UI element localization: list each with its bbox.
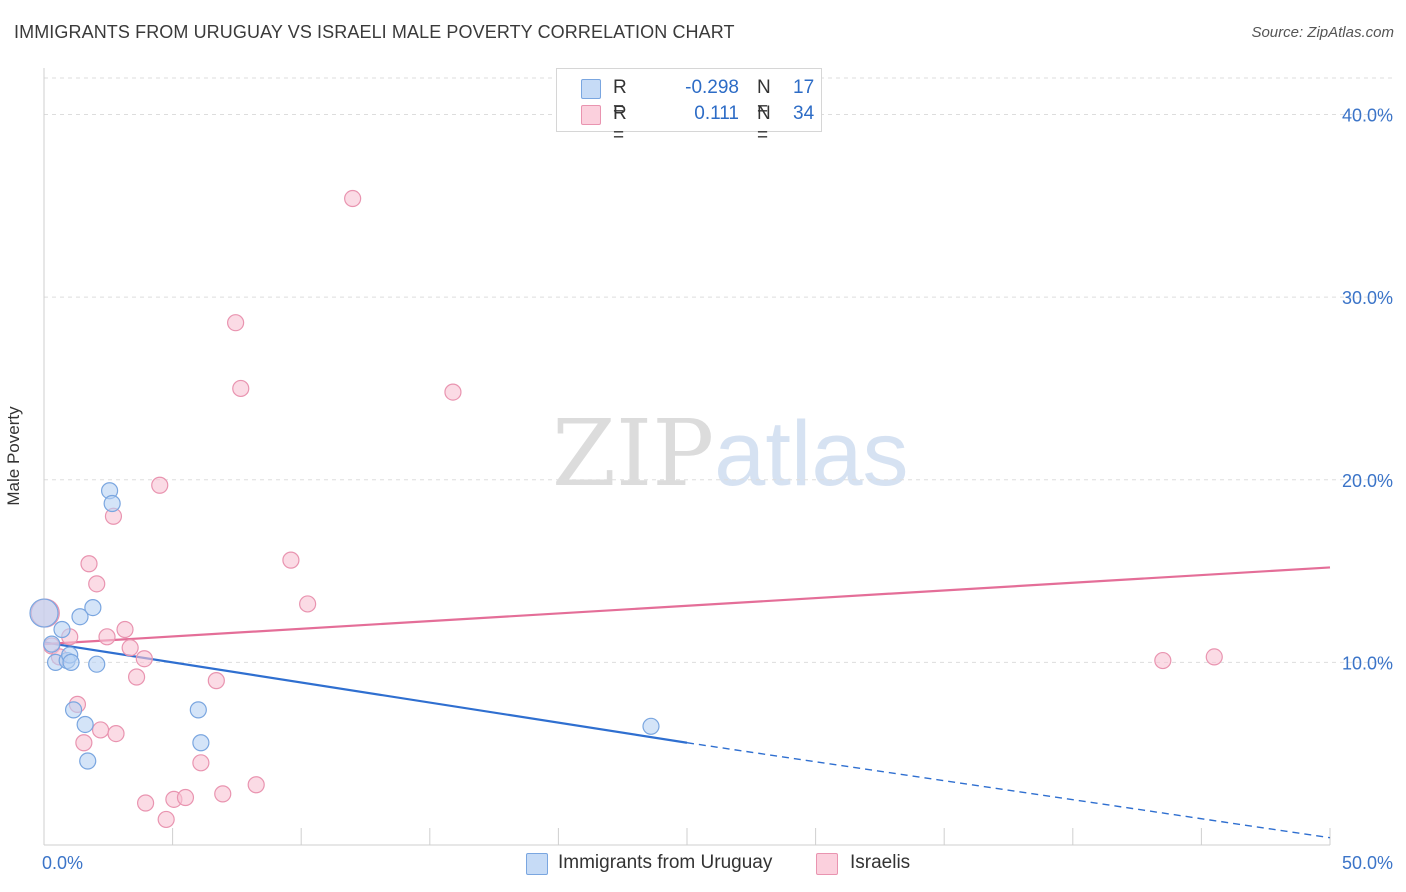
trend-line-pink xyxy=(43,566,1331,646)
trend-lines xyxy=(43,566,1331,839)
point-pink xyxy=(135,650,153,668)
n-value: 34 xyxy=(793,103,815,124)
point-blue xyxy=(84,598,102,617)
point-pink xyxy=(127,668,146,686)
data-points xyxy=(29,189,1223,829)
chart-source: Source: ZipAtlas.com xyxy=(1251,24,1394,41)
point-blue xyxy=(103,494,121,513)
watermark-atlas: atlas xyxy=(714,403,909,505)
r-label: R = xyxy=(613,77,627,120)
point-pink xyxy=(107,725,125,743)
point-pink xyxy=(88,575,106,593)
point-blue xyxy=(79,752,97,770)
point-blue xyxy=(642,717,660,735)
point-pink xyxy=(151,476,169,494)
watermark-zip: ZIP xyxy=(552,400,715,507)
point-blue xyxy=(76,715,94,734)
watermark: ZIPatlas xyxy=(552,400,909,507)
point-blue xyxy=(71,608,89,626)
legend-swatch-blue xyxy=(581,79,601,99)
y-tick-label: 40.0% xyxy=(1342,106,1393,126)
point-blue xyxy=(192,734,210,752)
x-tick-label: 0.0% xyxy=(42,853,83,873)
point-pink xyxy=(1154,651,1172,670)
y-tick-label: 20.0% xyxy=(1342,471,1393,491)
legend-swatch-pink xyxy=(581,105,601,125)
x-tick-label: 50.0% xyxy=(1342,853,1393,873)
point-blue xyxy=(29,598,59,628)
r-value: 0.111 xyxy=(694,103,739,124)
point-blue xyxy=(53,620,71,639)
n-value: 17 xyxy=(793,77,815,98)
correlation-legend: R = -0.298 N = 17 R = 0.111 N = 34 xyxy=(556,68,822,146)
point-blue xyxy=(62,653,80,671)
r-value: -0.298 xyxy=(685,77,739,98)
r-label: R = xyxy=(613,103,627,146)
point-pink xyxy=(136,794,155,812)
point-pink xyxy=(80,555,98,573)
point-pink xyxy=(192,754,210,772)
point-blue xyxy=(64,701,83,719)
point-pink xyxy=(232,379,250,398)
point-pink xyxy=(121,639,139,657)
tick-labels: 10.0% 20.0% 30.0% 40.0% 0.0% 50.0% xyxy=(42,106,1393,873)
point-blue xyxy=(43,635,61,653)
point-pink xyxy=(98,628,116,646)
legend-label: Immigrants from Uruguay xyxy=(558,852,773,873)
point-pink xyxy=(207,672,225,690)
point-pink xyxy=(344,189,362,208)
point-pink xyxy=(75,734,93,752)
n-label: N = xyxy=(757,103,771,146)
point-blue xyxy=(88,655,106,673)
point-pink xyxy=(444,383,462,401)
axes xyxy=(43,68,1331,846)
point-pink xyxy=(176,788,195,807)
point-pink xyxy=(299,595,317,613)
point-pink xyxy=(116,620,134,639)
legend-swatch-blue xyxy=(526,853,548,875)
point-blue xyxy=(189,701,207,719)
legend-swatch-pink xyxy=(816,853,838,875)
legend-label: Israelis xyxy=(850,852,911,873)
chart-title: IMMIGRANTS FROM URUGUAY VS ISRAELI MALE … xyxy=(14,22,735,42)
y-axis-label: Male Poverty xyxy=(4,406,23,506)
point-pink xyxy=(227,314,245,332)
point-pink xyxy=(91,721,110,739)
y-tick-label: 10.0% xyxy=(1342,653,1393,673)
y-tick-label: 30.0% xyxy=(1342,288,1393,308)
n-label: N = xyxy=(757,77,771,120)
point-pink xyxy=(247,776,265,794)
point-pink xyxy=(157,810,175,829)
point-pink xyxy=(1205,648,1223,666)
point-pink xyxy=(214,785,232,803)
trend-line-extension-blue xyxy=(686,742,1331,839)
point-pink xyxy=(282,551,300,569)
